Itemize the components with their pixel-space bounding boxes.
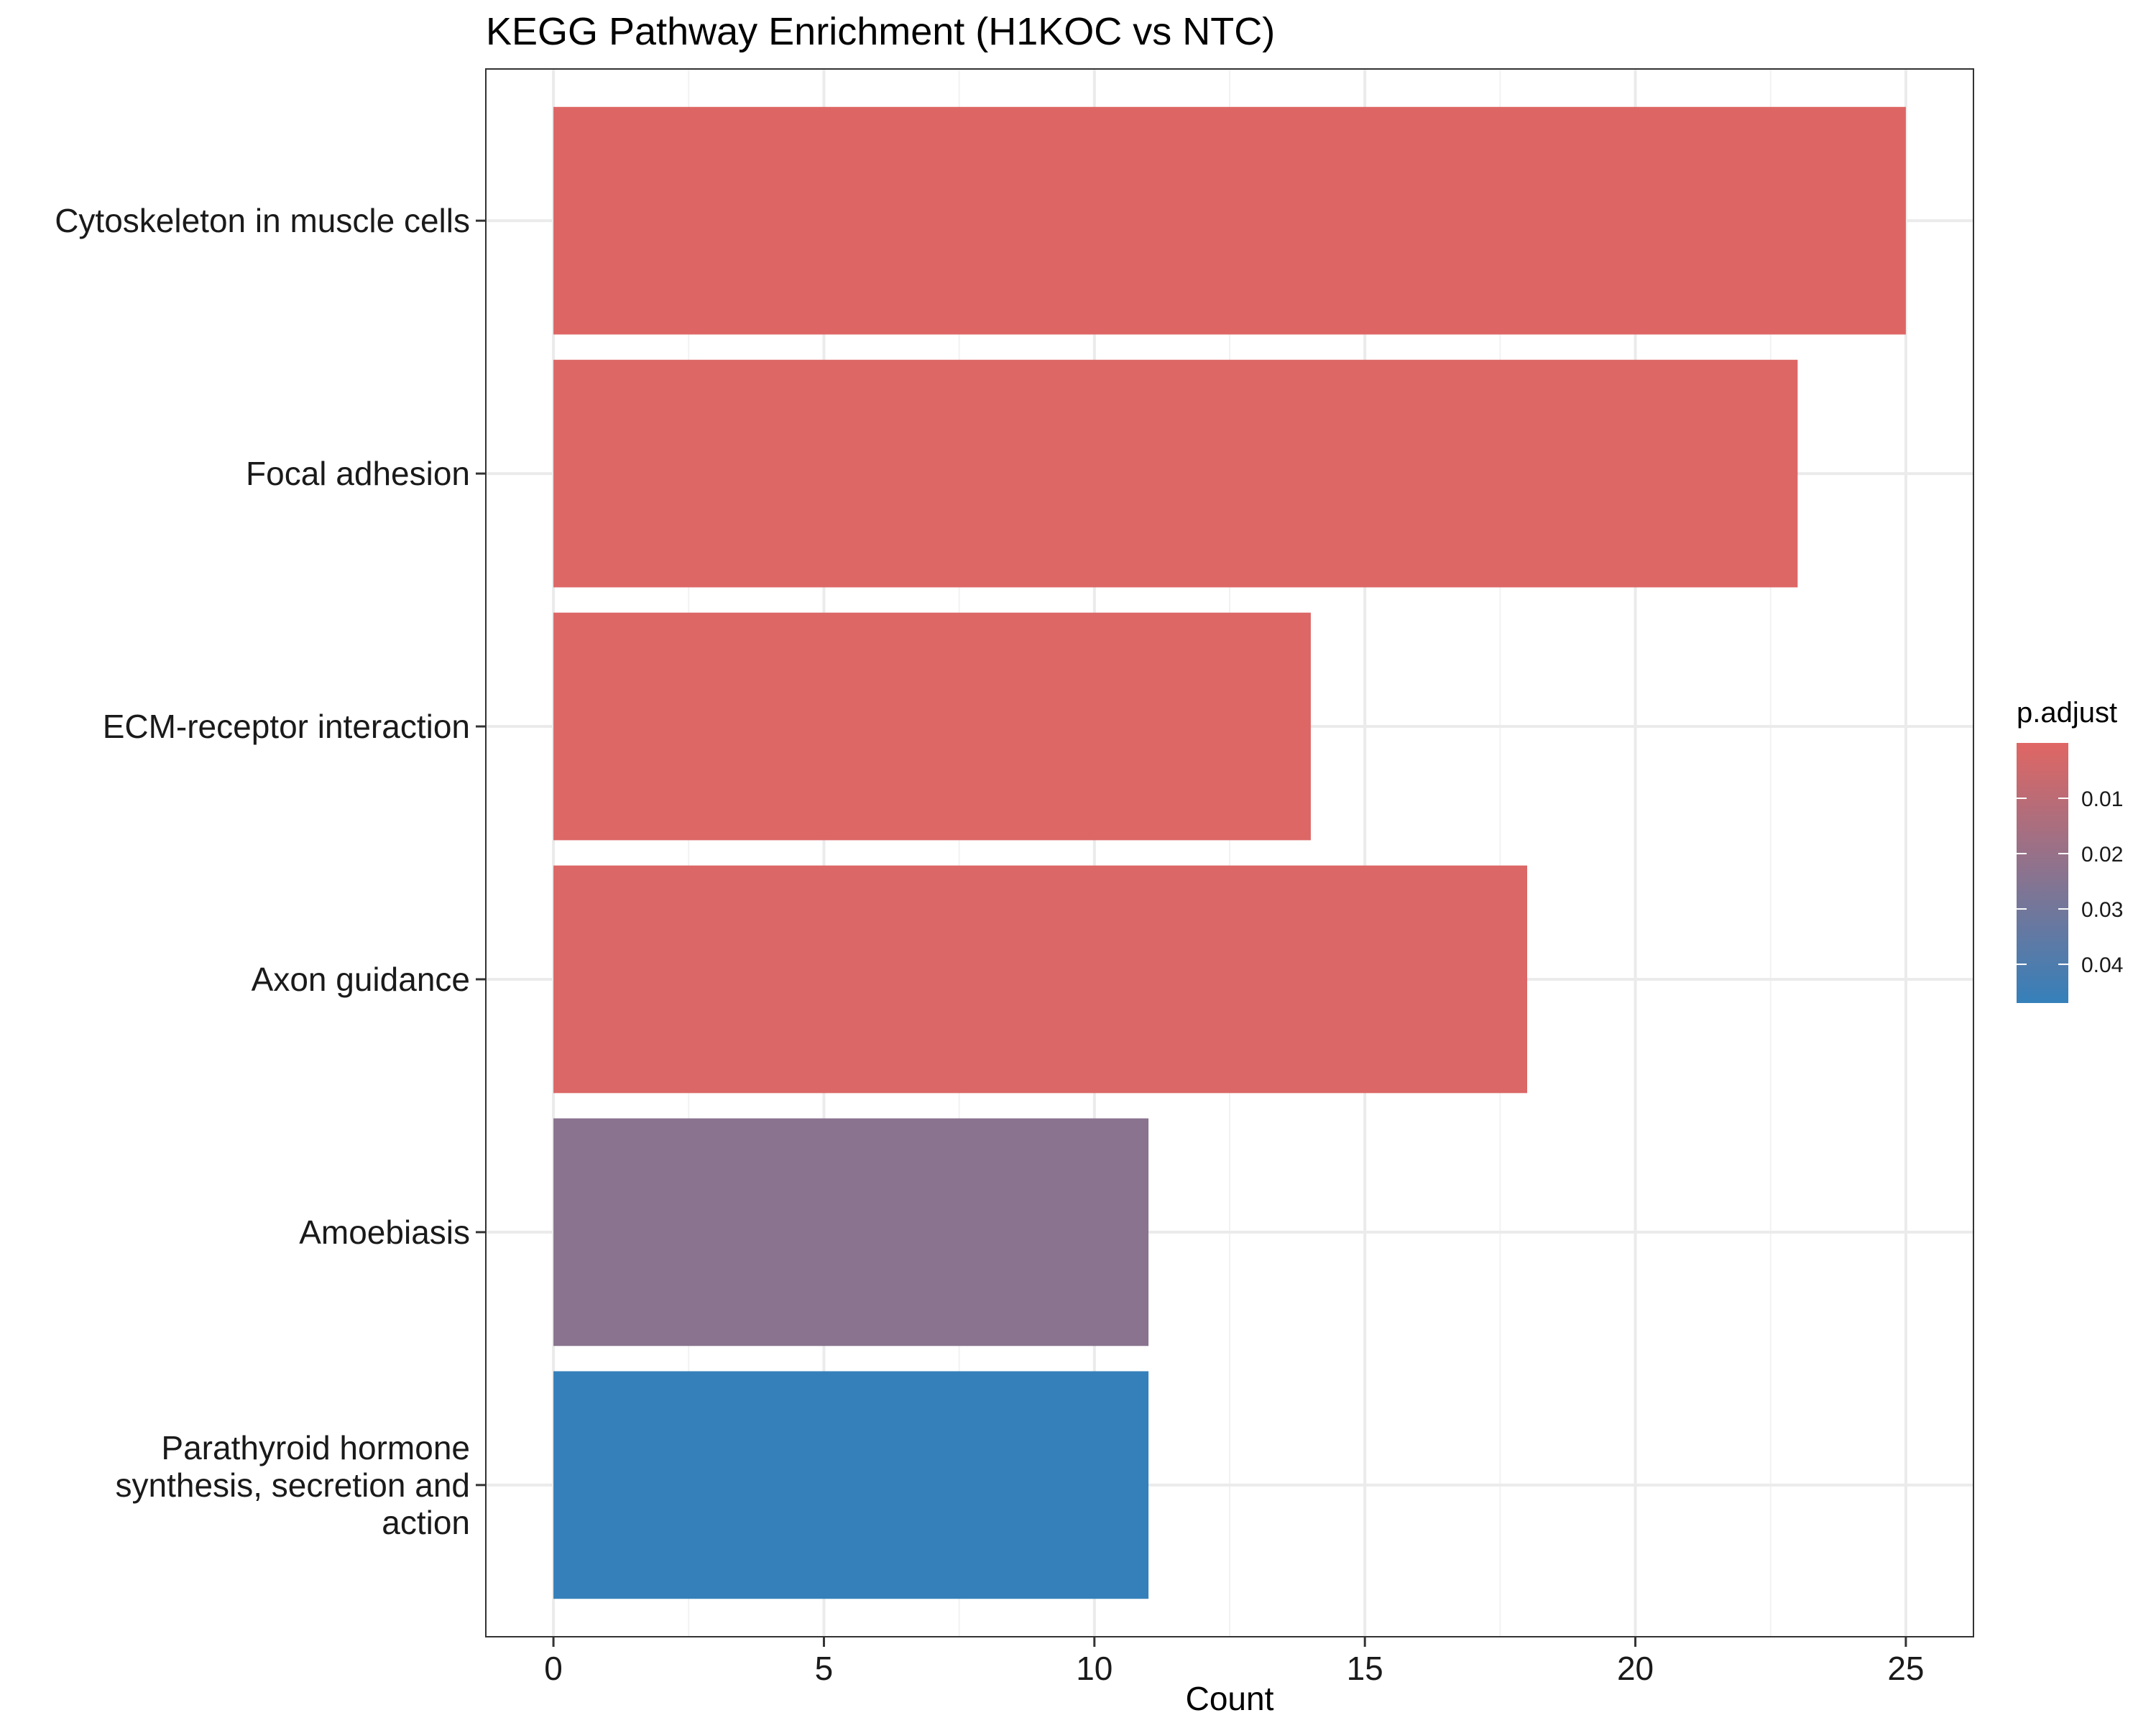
y-tick-label: action: [382, 1504, 470, 1541]
y-tick-label: Focal adhesion: [246, 455, 470, 492]
bars-layer: [553, 106, 1906, 1599]
legend-label: 0.02: [2081, 843, 2123, 867]
chart-title: KEGG Pathway Enrichment (H1KOC vs NTC): [486, 10, 1275, 53]
legend: p.adjust 0.01 0.02 0.03 0.04: [2017, 697, 2123, 1003]
y-tick-label: ECM-receptor interaction: [103, 708, 470, 745]
bar: [553, 1118, 1149, 1346]
panel-border: [485, 68, 1974, 1637]
x-axis: 0 5 10 15 20 25: [544, 1637, 1924, 1687]
bar: [553, 106, 1906, 335]
y-tick-label: Amoebiasis: [299, 1214, 470, 1251]
y-axis: Cytoskeleton in muscle cells Focal adhesi…: [55, 202, 486, 1541]
bar: [553, 359, 1798, 588]
legend-label: 0.01: [2081, 787, 2123, 811]
y-tick-label: Cytoskeleton in muscle cells: [55, 202, 470, 239]
legend-label: 0.03: [2081, 898, 2123, 922]
legend-label: 0.04: [2081, 953, 2123, 977]
bar: [553, 612, 1311, 841]
bar: [553, 1371, 1149, 1599]
x-tick-label: 25: [1887, 1650, 1924, 1687]
legend-title: p.adjust: [2017, 697, 2117, 729]
y-tick-label: synthesis, secretion and: [116, 1466, 471, 1504]
x-axis-title: Count: [1186, 1680, 1274, 1717]
bar: [553, 865, 1528, 1094]
x-tick-label: 0: [544, 1650, 563, 1687]
x-tick-label: 15: [1347, 1650, 1383, 1687]
x-tick-label: 10: [1076, 1650, 1112, 1687]
x-tick-label: 20: [1617, 1650, 1654, 1687]
legend-colorbar: [2017, 743, 2068, 1003]
x-tick-label: 5: [815, 1650, 834, 1687]
y-tick-label: Parathyroid hormone: [161, 1429, 470, 1466]
y-tick-label: Axon guidance: [252, 961, 470, 998]
